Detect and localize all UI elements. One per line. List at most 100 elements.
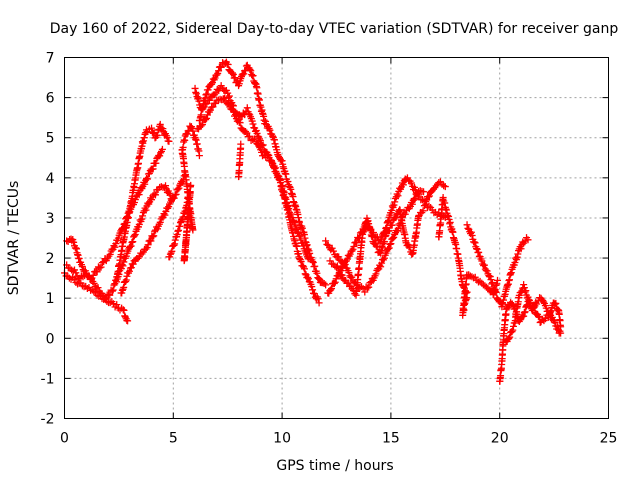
x-axis-label: GPS time / hours <box>276 458 393 474</box>
data-point <box>112 240 120 248</box>
data-point <box>425 193 433 201</box>
data-point <box>387 240 395 248</box>
data-point <box>507 270 515 278</box>
data-point <box>348 247 356 255</box>
data-point <box>557 323 565 331</box>
data-point <box>508 328 516 336</box>
data-point <box>168 247 176 255</box>
data-point <box>471 239 479 247</box>
data-point <box>534 312 542 320</box>
data-point <box>512 254 520 262</box>
series-ganp-a <box>61 269 132 325</box>
data-point <box>474 278 482 286</box>
series-ganp-i <box>193 94 312 263</box>
x-tick-label: 0 <box>60 431 69 447</box>
data-point <box>192 88 200 96</box>
data-point <box>461 287 469 295</box>
data-point <box>311 262 319 270</box>
x-tick-label: 25 <box>600 431 618 447</box>
series-ganp-q <box>502 281 565 346</box>
series-ganp-b <box>63 145 166 283</box>
data-point <box>231 110 239 118</box>
data-point <box>131 196 139 204</box>
y-tick-label: 1 <box>46 291 55 307</box>
x-tick-label: 15 <box>382 431 400 447</box>
data-point <box>441 183 449 191</box>
data-point <box>322 281 330 289</box>
data-point <box>65 274 73 282</box>
data-point <box>249 120 257 128</box>
data-point <box>106 250 114 258</box>
data-point <box>391 198 399 206</box>
data-point <box>272 164 280 172</box>
series-ganp-c <box>63 182 175 303</box>
data-point <box>533 300 541 308</box>
data-point <box>78 263 86 271</box>
data-point <box>152 159 160 167</box>
data-point <box>485 272 493 280</box>
data-point <box>540 298 548 306</box>
data-point <box>142 206 150 214</box>
data-point <box>304 255 312 263</box>
data-point <box>124 317 132 325</box>
data-point <box>384 218 392 226</box>
data-point <box>320 280 328 288</box>
data-point <box>251 80 259 88</box>
data-point <box>315 275 323 283</box>
data-point <box>299 262 307 270</box>
data-point <box>425 192 433 200</box>
data-point <box>158 145 166 153</box>
data-point <box>546 308 554 316</box>
data-point <box>170 194 178 202</box>
data-point <box>79 273 87 281</box>
data-point <box>195 152 203 160</box>
data-point <box>339 263 347 271</box>
data-point <box>140 137 148 145</box>
data-point <box>113 301 121 309</box>
data-point <box>203 90 211 98</box>
data-point <box>157 183 165 191</box>
data-point <box>171 236 179 244</box>
data-point <box>255 142 263 150</box>
data-point <box>120 306 128 314</box>
data-point <box>294 228 302 236</box>
data-point <box>411 195 419 203</box>
data-point <box>388 221 396 229</box>
data-point <box>211 91 219 99</box>
data-point <box>171 240 179 248</box>
data-points <box>61 58 565 385</box>
data-point <box>298 224 306 232</box>
data-point <box>382 232 390 240</box>
data-point <box>521 308 529 316</box>
data-point <box>292 225 300 233</box>
data-point <box>242 128 250 136</box>
data-point <box>164 204 172 212</box>
data-point <box>142 245 150 253</box>
series-ganp-m <box>326 200 449 299</box>
data-point <box>488 279 496 287</box>
data-point <box>420 188 428 196</box>
data-point <box>373 243 381 251</box>
data-point <box>165 137 173 145</box>
data-point <box>118 225 126 233</box>
data-point <box>492 288 500 296</box>
data-point <box>509 322 517 330</box>
data-point <box>204 86 212 94</box>
data-point <box>472 245 480 253</box>
data-point <box>174 185 182 193</box>
data-point <box>163 133 171 141</box>
data-point <box>262 117 270 125</box>
data-point <box>122 277 130 285</box>
data-point <box>150 190 158 198</box>
data-point <box>345 269 353 277</box>
data-point <box>197 122 205 130</box>
data-point <box>411 183 419 191</box>
data-point <box>372 270 380 278</box>
data-point <box>189 127 197 135</box>
data-point <box>106 291 114 299</box>
data-point <box>74 280 82 288</box>
data-point <box>309 286 317 294</box>
data-point <box>528 307 536 315</box>
data-point <box>221 94 229 102</box>
data-point <box>148 196 156 204</box>
